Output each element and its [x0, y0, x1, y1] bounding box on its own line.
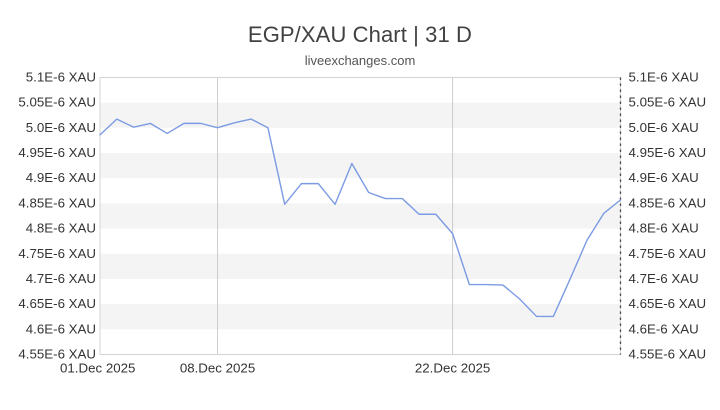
svg-text:4.7E-6 XAU: 4.7E-6 XAU: [629, 271, 699, 286]
svg-text:01.Dec 2025: 01.Dec 2025: [60, 361, 135, 376]
svg-text:4.6E-6 XAU: 4.6E-6 XAU: [26, 321, 96, 336]
svg-text:4.75E-6 XAU: 4.75E-6 XAU: [629, 246, 707, 261]
svg-text:4.65E-6 XAU: 4.65E-6 XAU: [629, 296, 707, 311]
svg-text:4.75E-6 XAU: 4.75E-6 XAU: [18, 246, 96, 261]
svg-text:5.1E-6 XAU: 5.1E-6 XAU: [26, 70, 96, 85]
svg-text:4.7E-6 XAU: 4.7E-6 XAU: [26, 271, 96, 286]
svg-text:4.9E-6 XAU: 4.9E-6 XAU: [26, 170, 96, 185]
svg-text:4.85E-6 XAU: 4.85E-6 XAU: [629, 195, 707, 210]
svg-text:4.65E-6 XAU: 4.65E-6 XAU: [18, 296, 96, 311]
svg-text:4.55E-6 XAU: 4.55E-6 XAU: [18, 347, 96, 362]
svg-text:5.05E-6 XAU: 5.05E-6 XAU: [629, 95, 707, 110]
svg-text:4.8E-6 XAU: 4.8E-6 XAU: [629, 221, 699, 236]
svg-text:5.1E-6 XAU: 5.1E-6 XAU: [629, 70, 699, 85]
svg-text:5.0E-6 XAU: 5.0E-6 XAU: [26, 120, 96, 135]
svg-text:4.9E-6 XAU: 4.9E-6 XAU: [629, 170, 699, 185]
svg-text:4.6E-6 XAU: 4.6E-6 XAU: [629, 321, 699, 336]
svg-text:5.05E-6 XAU: 5.05E-6 XAU: [18, 95, 96, 110]
svg-text:22.Dec 2025: 22.Dec 2025: [415, 361, 490, 376]
svg-text:4.95E-6 XAU: 4.95E-6 XAU: [18, 145, 96, 160]
svg-text:4.8E-6 XAU: 4.8E-6 XAU: [26, 221, 96, 236]
svg-text:4.85E-6 XAU: 4.85E-6 XAU: [18, 195, 96, 210]
svg-text:5.0E-6 XAU: 5.0E-6 XAU: [629, 120, 699, 135]
svg-text:4.55E-6 XAU: 4.55E-6 XAU: [629, 347, 707, 362]
svg-text:4.95E-6 XAU: 4.95E-6 XAU: [629, 145, 707, 160]
svg-text:08.Dec 2025: 08.Dec 2025: [180, 361, 255, 376]
